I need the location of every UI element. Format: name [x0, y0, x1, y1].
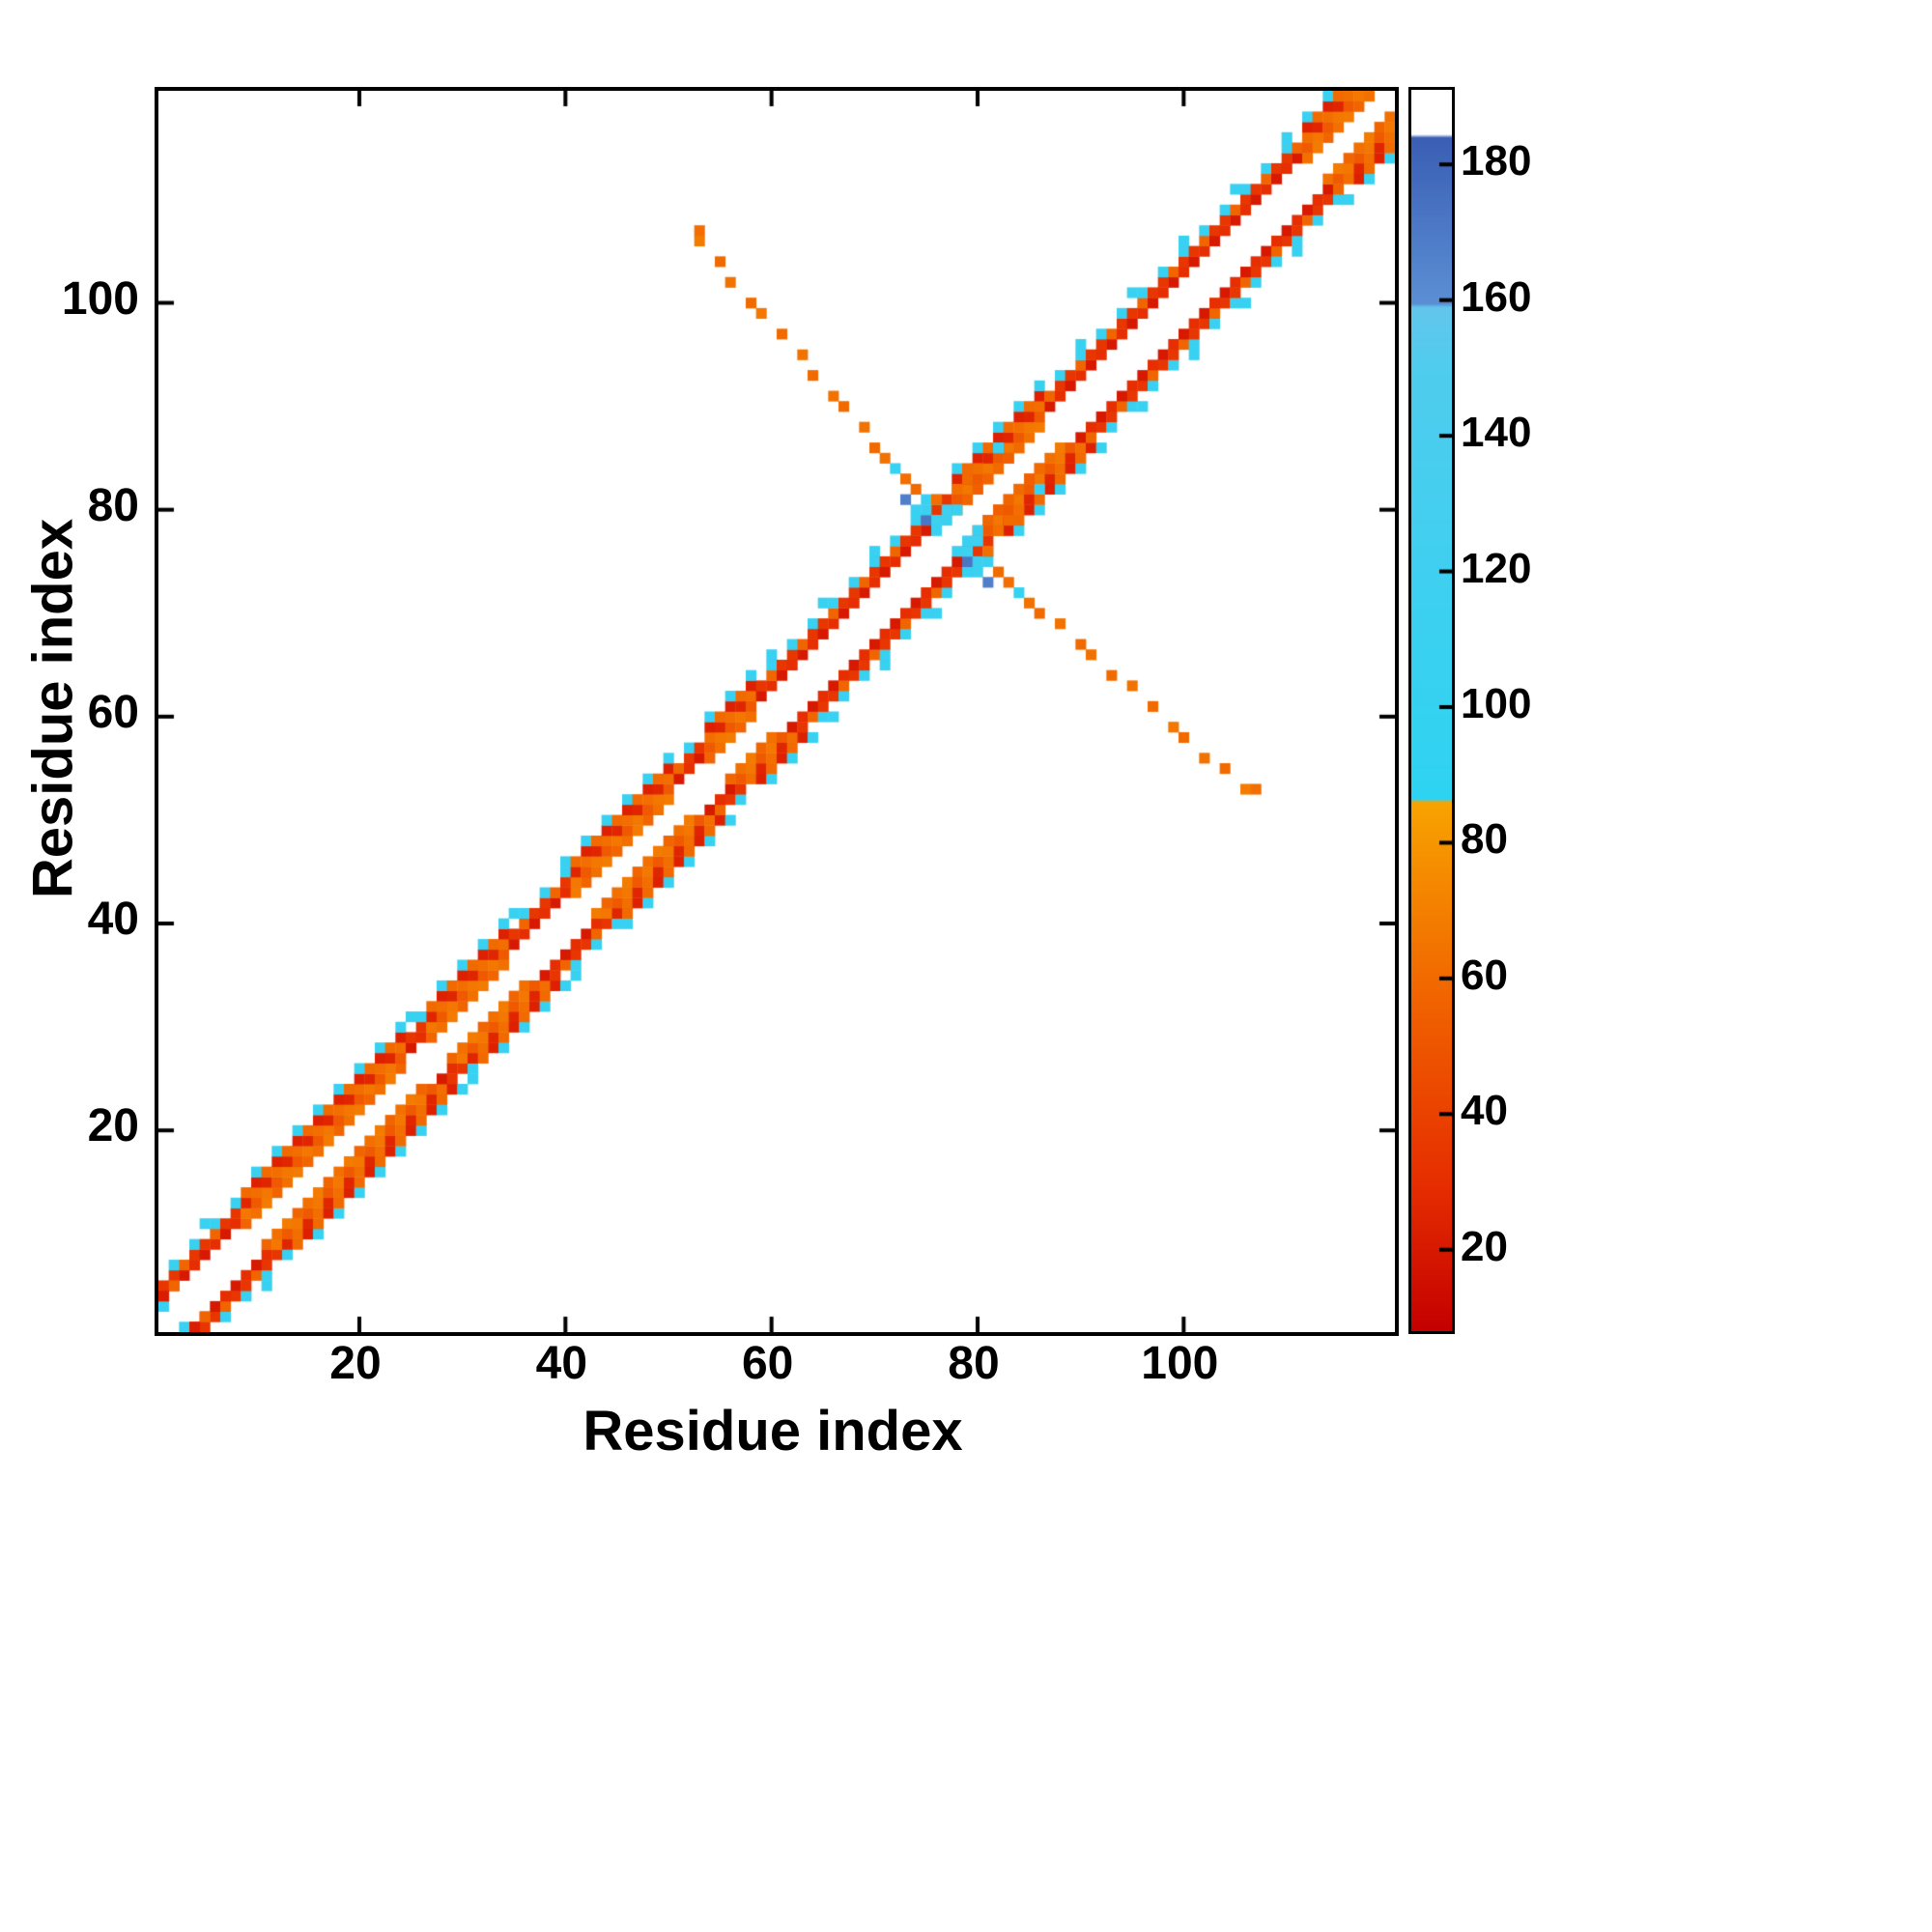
x-axis-label: Residue index	[582, 1400, 963, 1463]
x-tick-label: 80	[948, 1338, 1000, 1389]
colorbar-tick-label: 120	[1461, 544, 1532, 592]
colorbar-tick-label: 80	[1461, 815, 1508, 864]
colorbar-canvas	[1411, 90, 1452, 1331]
colorbar-frame	[1408, 87, 1455, 1334]
colorbar-tick-label: 60	[1461, 951, 1508, 999]
y-tick-label: 40	[87, 894, 139, 946]
y-tick-label: 60	[87, 686, 139, 738]
colorbar-tick-label: 20	[1461, 1222, 1508, 1270]
colorbar-tick-label: 160	[1461, 272, 1532, 321]
x-tick-label: 40	[535, 1338, 588, 1389]
x-tick-label: 100	[1141, 1338, 1219, 1389]
x-tick-label: 20	[329, 1338, 382, 1389]
x-tick-label: 60	[741, 1338, 794, 1389]
y-tick-label: 20	[87, 1100, 139, 1152]
colorbar-tick-label: 100	[1461, 679, 1532, 727]
plot-frame	[155, 87, 1399, 1336]
colorbar-tick-label: 40	[1461, 1087, 1508, 1135]
colorbar-tick-label: 180	[1461, 137, 1532, 185]
colorbar-tick-label: 140	[1461, 409, 1532, 457]
y-tick-label: 100	[61, 272, 139, 325]
y-tick-label: 80	[87, 479, 139, 531]
contact-map-heatmap-canvas	[158, 91, 1395, 1332]
